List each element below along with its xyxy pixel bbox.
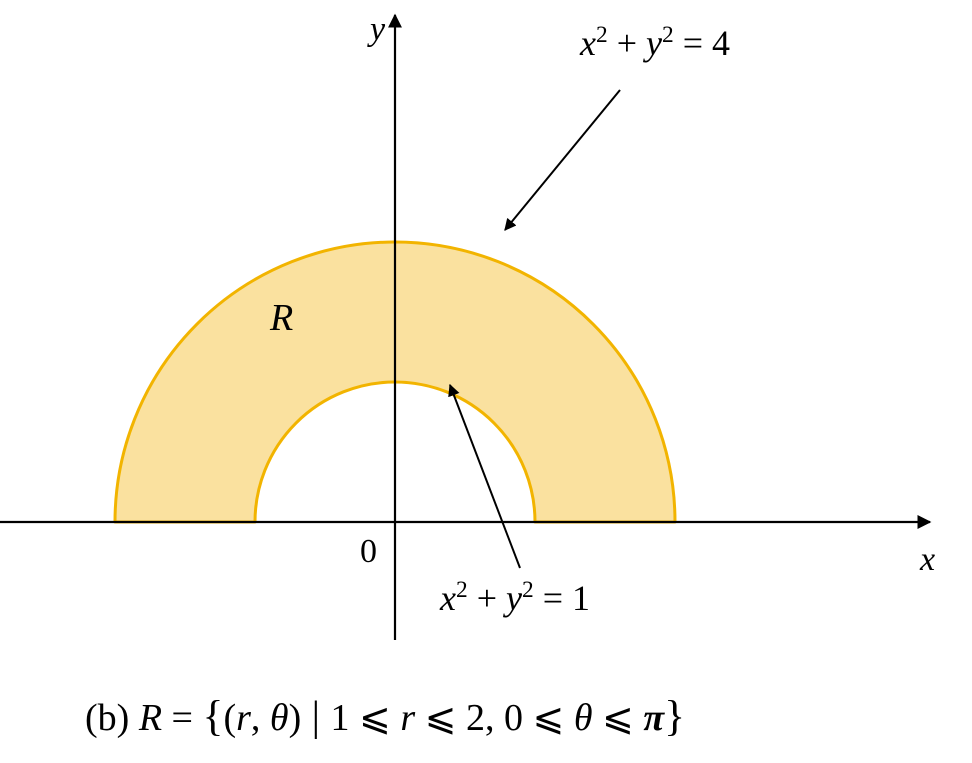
region-label: R bbox=[269, 297, 293, 339]
inner-circle-equation: x2 + y2 = 1 bbox=[439, 577, 590, 618]
annotation-arrow bbox=[505, 90, 620, 230]
origin-label: 0 bbox=[360, 533, 377, 570]
figure-caption: (b) R = {(r, θ) | 1 ⩽ r ⩽ 2, 0 ⩽ θ ⩽ π} bbox=[85, 692, 685, 740]
y-axis-label: y bbox=[367, 11, 386, 48]
outer-circle-equation: x2 + y2 = 4 bbox=[579, 22, 730, 63]
x-axis-label: x bbox=[919, 541, 935, 578]
